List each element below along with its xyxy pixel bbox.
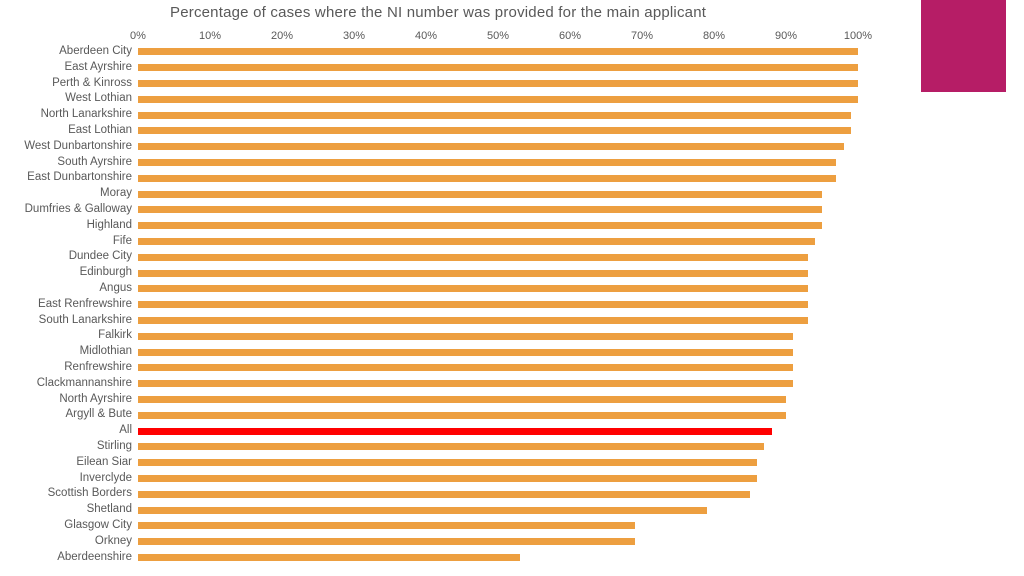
bar xyxy=(138,48,858,55)
bar xyxy=(138,349,793,356)
y-label: Fife xyxy=(0,234,132,250)
bar xyxy=(138,127,851,134)
bar xyxy=(138,538,635,545)
bar xyxy=(138,364,793,371)
y-label: Shetland xyxy=(0,502,132,518)
x-tick: 50% xyxy=(487,30,509,42)
bar xyxy=(138,522,635,529)
y-label: East Renfrewshire xyxy=(0,297,132,313)
y-label: Midlothian xyxy=(0,344,132,360)
bar xyxy=(138,554,520,561)
bar xyxy=(138,175,836,182)
bar xyxy=(138,159,836,166)
y-label: West Dunbartonshire xyxy=(0,139,132,155)
x-axis: 0%10%20%30%40%50%60%70%80%90%100% xyxy=(138,30,858,44)
y-label: Scottish Borders xyxy=(0,486,132,502)
y-label: Glasgow City xyxy=(0,518,132,534)
y-label: Renfrewshire xyxy=(0,360,132,376)
y-label: West Lothian xyxy=(0,91,132,107)
bar xyxy=(138,317,808,324)
x-tick: 40% xyxy=(415,30,437,42)
bar xyxy=(138,206,822,213)
x-tick: 80% xyxy=(703,30,725,42)
bar xyxy=(138,301,808,308)
bar xyxy=(138,285,808,292)
y-label: Aberdeenshire xyxy=(0,550,132,566)
y-label: Angus xyxy=(0,281,132,297)
x-tick: 20% xyxy=(271,30,293,42)
y-label: South Lanarkshire xyxy=(0,313,132,329)
y-label: Highland xyxy=(0,218,132,234)
bar xyxy=(138,64,858,71)
y-label: South Ayrshire xyxy=(0,155,132,171)
chart-area: 0% 10% 20% 30% 40% 50% 60% 70% 80% 90% 100% Aberde… xyxy=(0,30,870,570)
bar xyxy=(138,475,757,482)
y-label: Moray xyxy=(0,186,132,202)
y-label: Edinburgh xyxy=(0,265,132,281)
bar xyxy=(138,396,786,403)
x-tick: 70% xyxy=(631,30,653,42)
plot-area xyxy=(138,44,858,566)
y-label: Stirling xyxy=(0,439,132,455)
bar xyxy=(138,96,858,103)
y-label: North Lanarkshire xyxy=(0,107,132,123)
chart-title: Percentage of cases where the NI number … xyxy=(170,4,706,21)
y-label: North Ayrshire xyxy=(0,392,132,408)
y-label: Perth & Kinross xyxy=(0,76,132,92)
y-label: Dundee City xyxy=(0,249,132,265)
y-label: Orkney xyxy=(0,534,132,550)
accent-box xyxy=(921,0,1006,92)
bar xyxy=(138,254,808,261)
bar xyxy=(138,491,750,498)
bar xyxy=(138,380,793,387)
y-label: Inverclyde xyxy=(0,471,132,487)
bar xyxy=(138,112,851,119)
x-tick: 90% xyxy=(775,30,797,42)
bar xyxy=(138,80,858,87)
bar xyxy=(138,270,808,277)
bar xyxy=(138,333,793,340)
bar xyxy=(138,222,822,229)
x-tick: 30% xyxy=(343,30,365,42)
bar-highlight xyxy=(138,428,772,435)
bar xyxy=(138,459,757,466)
y-label: Falkirk xyxy=(0,328,132,344)
x-tick: 100% xyxy=(844,30,872,42)
slide-frame: Percentage of cases where the NI number … xyxy=(0,0,1024,576)
bar xyxy=(138,191,822,198)
y-label: Aberdeen City xyxy=(0,44,132,60)
y-label: East Dunbartonshire xyxy=(0,170,132,186)
y-label: Argyll & Bute xyxy=(0,407,132,423)
y-label: East Lothian xyxy=(0,123,132,139)
y-label: Clackmannanshire xyxy=(0,376,132,392)
x-tick: 0% xyxy=(130,30,146,42)
x-tick: 60% xyxy=(559,30,581,42)
y-label: Dumfries & Galloway xyxy=(0,202,132,218)
x-tick: 10% xyxy=(199,30,221,42)
bar xyxy=(138,443,764,450)
y-label: East Ayrshire xyxy=(0,60,132,76)
bar xyxy=(138,238,815,245)
y-label: Eilean Siar xyxy=(0,455,132,471)
bar xyxy=(138,143,844,150)
y-label: All xyxy=(0,423,132,439)
bar xyxy=(138,412,786,419)
bar xyxy=(138,507,707,514)
